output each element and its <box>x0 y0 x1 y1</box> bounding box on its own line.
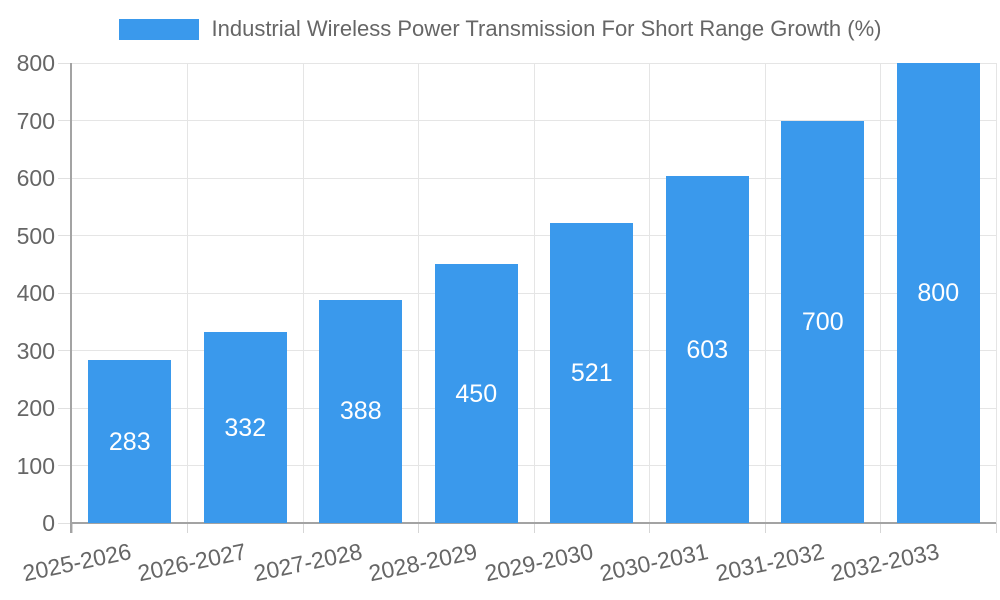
bar-value-label: 521 <box>570 359 613 388</box>
bar-value-label: 800 <box>917 279 960 307</box>
x-gridline <box>649 63 650 523</box>
y-axis-tick-label: 500 <box>16 222 55 249</box>
bar[interactable] <box>319 299 403 523</box>
x-tick-mark <box>764 523 766 533</box>
x-tick-mark <box>302 523 304 533</box>
y-axis-tick-label: 0 <box>42 510 55 536</box>
y-axis-tick-label: 800 <box>16 50 55 76</box>
y-tick-mark <box>58 465 72 466</box>
legend[interactable]: Industrial Wireless Power Transmission F… <box>0 12 1000 46</box>
y-axis-tick-label: 200 <box>16 395 55 421</box>
bar-value-label: 603 <box>686 335 729 364</box>
y-axis-tick-label: 700 <box>16 107 55 134</box>
x-tick-mark <box>995 523 997 533</box>
bar-value-label: 450 <box>455 379 498 408</box>
x-axis-tick-label: 2027-2028 <box>251 538 365 587</box>
y-tick-mark <box>58 292 72 294</box>
x-gridline <box>302 63 304 523</box>
x-tick-mark <box>418 523 419 533</box>
y-axis-tick-label: 600 <box>16 165 55 191</box>
x-gridline <box>533 63 535 523</box>
bar[interactable] <box>896 63 980 523</box>
x-tick-mark <box>71 523 73 533</box>
bar[interactable] <box>434 264 518 523</box>
bar-value-label: 283 <box>108 427 151 456</box>
bar[interactable] <box>88 360 172 523</box>
x-axis-tick-label: 2028-2029 <box>366 538 480 587</box>
y-tick-mark <box>58 120 72 121</box>
y-tick-mark <box>58 350 72 351</box>
x-gridline <box>764 63 766 523</box>
y-tick-mark <box>58 62 72 64</box>
y-tick-mark <box>58 522 72 524</box>
x-axis-tick-label: 2030-2031 <box>597 538 711 587</box>
x-axis-line <box>70 522 996 524</box>
legend-swatch <box>118 18 199 40</box>
x-gridline <box>187 63 188 523</box>
x-tick-mark <box>533 523 535 533</box>
x-axis-tick-label: 2029-2030 <box>482 538 596 587</box>
y-tick-mark <box>58 235 72 236</box>
x-gridline <box>418 63 419 523</box>
x-axis-tick-label: 2031-2032 <box>713 538 827 587</box>
x-tick-mark <box>187 523 188 533</box>
bar[interactable] <box>550 223 634 523</box>
y-axis-tick-label: 300 <box>16 337 55 364</box>
y-axis-line <box>70 63 72 533</box>
y-axis-tick-label: 100 <box>16 452 55 479</box>
x-gridline <box>995 63 997 523</box>
y-tick-mark <box>58 177 72 179</box>
bar[interactable] <box>781 120 865 523</box>
x-tick-mark <box>649 523 650 533</box>
x-tick-mark <box>880 523 881 533</box>
y-tick-mark <box>58 407 72 409</box>
bar[interactable] <box>203 332 287 523</box>
bar-value-label: 332 <box>224 413 267 442</box>
x-gridline <box>880 63 881 523</box>
legend-label: Industrial Wireless Power Transmission F… <box>211 16 882 41</box>
bar-value-label: 388 <box>339 397 382 426</box>
bar-value-label: 700 <box>801 307 844 336</box>
x-axis-tick-label: 2025-2026 <box>20 538 134 587</box>
bar[interactable] <box>665 176 749 523</box>
x-axis-tick-label: 2032-2033 <box>828 538 942 587</box>
y-axis-tick-label: 400 <box>16 280 55 306</box>
x-axis-tick-label: 2026-2027 <box>135 538 249 587</box>
